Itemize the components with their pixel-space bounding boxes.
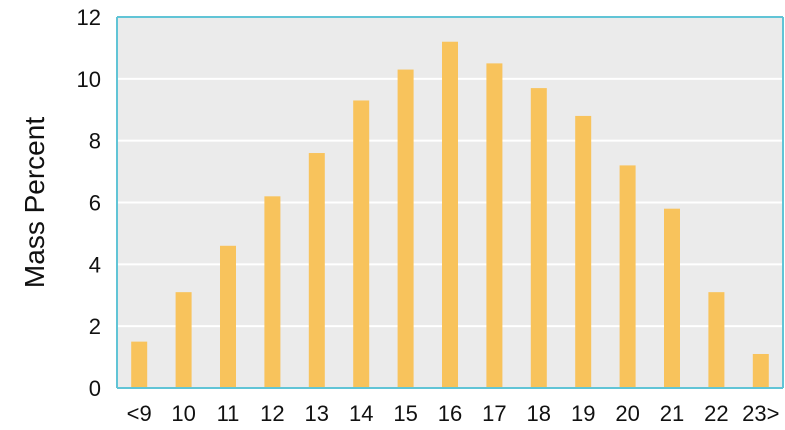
x-tick-label: 19 — [571, 401, 595, 426]
y-tick-label: 12 — [77, 5, 101, 30]
y-tick-label: 4 — [89, 252, 101, 277]
x-tick-label: 21 — [660, 401, 684, 426]
y-tick-label: 2 — [89, 314, 101, 339]
bar-12 — [264, 196, 281, 388]
y-axis-ticks: 0 2 4 6 8 10 12 — [77, 5, 101, 401]
y-tick-label: 0 — [89, 376, 101, 401]
bar-20 — [619, 165, 636, 388]
bar-11 — [220, 245, 236, 388]
x-tick-label: 15 — [393, 401, 417, 426]
y-tick-label: 8 — [89, 129, 101, 154]
bar-10 — [175, 292, 192, 388]
x-tick-label: 22 — [704, 401, 728, 426]
x-tick-label: 18 — [527, 401, 551, 426]
x-tick-label: 14 — [349, 401, 373, 426]
x-tick-label: 17 — [482, 401, 506, 426]
bar-23 — [752, 353, 769, 388]
bar-21 — [664, 208, 680, 388]
y-tick-label: 10 — [77, 67, 101, 92]
x-tick-label: 11 — [217, 401, 240, 426]
bar-13 — [308, 153, 325, 388]
x-tick-label: 16 — [438, 401, 462, 426]
plot-frame — [116, 16, 784, 389]
x-tick-label: 12 — [260, 401, 284, 426]
bar-9 — [131, 341, 148, 388]
bar-19 — [575, 115, 592, 388]
bar-18 — [530, 88, 547, 388]
x-tick-label: 23> — [742, 401, 779, 426]
bar-16 — [442, 41, 458, 388]
bars-group — [131, 41, 769, 388]
x-tick-label: <9 — [127, 401, 152, 426]
bar-15 — [397, 69, 414, 388]
x-tick-label: 10 — [171, 401, 195, 426]
bar-22 — [708, 292, 725, 388]
x-tick-label: 13 — [305, 401, 329, 426]
y-axis-label: Mass Percent — [19, 117, 50, 288]
y-tick-label: 6 — [89, 191, 101, 216]
bar-17 — [486, 63, 503, 388]
x-axis-ticks: <9 10 11 12 13 14 15 16 17 18 19 20 21 22 23> — [127, 401, 780, 426]
x-tick-label: 20 — [615, 401, 639, 426]
bar-14 — [353, 100, 370, 388]
